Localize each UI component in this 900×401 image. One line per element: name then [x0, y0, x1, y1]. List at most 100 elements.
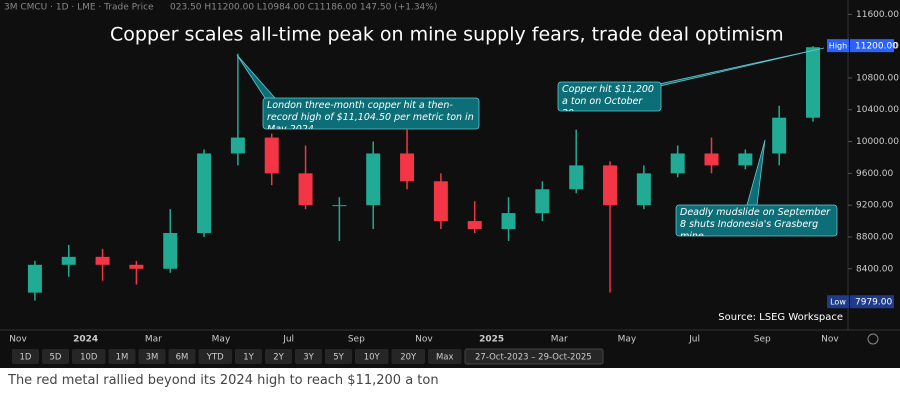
- marker-label: 11200.00: [855, 42, 898, 52]
- candle-body: [298, 173, 313, 206]
- range-button[interactable]: [265, 349, 292, 364]
- range-button[interactable]: [12, 349, 39, 364]
- x-tick-label: Mar: [145, 335, 162, 345]
- candle-body: [400, 153, 415, 182]
- range-button[interactable]: [295, 349, 322, 364]
- range-button[interactable]: [325, 349, 352, 364]
- range-button[interactable]: [42, 349, 69, 364]
- x-tick-label: 2025: [479, 335, 504, 345]
- candle-body: [230, 137, 245, 154]
- candle-body: [569, 165, 584, 190]
- x-tick-label: Nov: [9, 335, 27, 345]
- range-label[interactable]: 1M: [116, 353, 129, 363]
- price-tag: [850, 295, 894, 309]
- y-tick-label: 11600.00: [856, 10, 899, 20]
- ohlc-text: 023.50 H11200.00 L10984.00 C11186.00 147…: [170, 3, 437, 13]
- callout: London three-month copper hit a then-rec…: [267, 100, 474, 129]
- candle-body: [772, 117, 787, 154]
- range-label[interactable]: 2Y: [273, 353, 284, 363]
- range-label[interactable]: 1D: [20, 353, 32, 363]
- candle-body: [738, 153, 753, 166]
- y-tick-label: 8400.00: [856, 264, 893, 274]
- candle-body: [704, 153, 719, 166]
- range-button[interactable]: [108, 349, 136, 364]
- x-tick-label: Jul: [688, 335, 700, 345]
- candle-body: [806, 47, 821, 118]
- annotation: Copper hit $11,200 a ton on October 29: [562, 84, 654, 111]
- x-tick-label: May: [212, 335, 231, 345]
- y-tick-label: 10000.00: [856, 137, 899, 147]
- candle-body: [535, 189, 550, 214]
- candle-body: [433, 181, 448, 222]
- range-label[interactable]: 5Y: [333, 353, 344, 363]
- range-button[interactable]: [428, 349, 462, 364]
- marker-text: High: [829, 42, 847, 51]
- candle-body: [61, 256, 76, 265]
- range-button[interactable]: [138, 349, 166, 364]
- candle-body: [501, 213, 516, 230]
- range-button[interactable]: [355, 349, 389, 364]
- range-button[interactable]: [235, 349, 262, 364]
- x-tick-label: Sep: [754, 335, 771, 345]
- callout-pointer: [236, 54, 276, 99]
- callout-box: [675, 204, 838, 237]
- low-marker-tag: [827, 295, 849, 309]
- y-tick-label: 10400.00: [856, 105, 899, 115]
- marker-label: 7979.00: [855, 298, 892, 308]
- source: Source: LSEG Workspace: [718, 312, 843, 323]
- background: [0, 0, 900, 368]
- range-button[interactable]: [198, 349, 233, 364]
- candle-body: [366, 153, 381, 206]
- range-button[interactable]: [168, 349, 196, 364]
- high-marker-tag: [827, 39, 849, 53]
- candle-body: [332, 205, 347, 207]
- x-tick-label: Nov: [415, 335, 433, 345]
- range-button[interactable]: [391, 349, 426, 364]
- range-label[interactable]: 10Y: [364, 353, 381, 363]
- range-label[interactable]: Max: [436, 353, 454, 363]
- x-tick-label: Sep: [348, 335, 365, 345]
- range-label[interactable]: 20Y: [400, 353, 417, 363]
- marker-text: Low: [830, 298, 846, 307]
- range-label[interactable]: 3M: [146, 353, 159, 363]
- range-label[interactable]: 10D: [80, 353, 98, 363]
- range-label[interactable]: 5D: [50, 353, 62, 363]
- range-button[interactable]: [72, 349, 106, 364]
- candle-body: [636, 173, 651, 206]
- candle-body: [163, 232, 178, 269]
- x-tick-label: Nov: [821, 335, 839, 345]
- range-label[interactable]: YTD: [206, 353, 224, 363]
- settings-icon[interactable]: [867, 333, 879, 345]
- chart-title: Copper scales all-time peak on mine supp…: [110, 24, 784, 46]
- header: 3M CMCU · 1D · LME · Trade Price: [4, 3, 154, 13]
- candle-body: [27, 264, 42, 293]
- range-label[interactable]: 1Y: [243, 353, 254, 363]
- callout-box: [262, 97, 480, 130]
- annotation: Deadly mudslide on September 8 shuts Ind…: [680, 207, 831, 236]
- candle-body: [95, 256, 110, 265]
- y-tick-label: 9600.00: [856, 169, 893, 179]
- candle-body: [197, 153, 212, 233]
- y-tick-label: 10800.00: [856, 73, 899, 83]
- price-tag: [850, 39, 894, 53]
- callout-pointer: [746, 139, 766, 206]
- range-label[interactable]: 3Y: [303, 353, 314, 363]
- chart: 3M CMCU · 1D · LME · Trade Price 023.50 …: [0, 0, 900, 368]
- candle-body: [129, 264, 144, 269]
- y-tick-label: 9200.00: [856, 201, 893, 211]
- callout-box: [557, 81, 662, 112]
- candle-body: [670, 153, 685, 174]
- candle-body: [467, 221, 482, 230]
- range-label[interactable]: 6M: [176, 353, 189, 363]
- date-range[interactable]: 27-Oct-2023 – 29-Oct-2025: [475, 353, 592, 363]
- date-range-box[interactable]: [464, 348, 604, 365]
- x-tick-label: May: [618, 335, 637, 345]
- y-tick-label: 8800.00: [856, 232, 893, 242]
- callout-pointer: [649, 47, 825, 87]
- caption: The red metal rallied beyond its 2024 hi…: [8, 373, 439, 388]
- candle-body: [603, 165, 618, 206]
- callout: Deadly mudslide on September 8 shuts Ind…: [680, 207, 831, 236]
- callout: Copper hit $11,200 a ton on October 29: [562, 84, 654, 111]
- annotation: London three-month copper hit a then-rec…: [267, 100, 474, 129]
- x-tick-label: Jul: [282, 335, 294, 345]
